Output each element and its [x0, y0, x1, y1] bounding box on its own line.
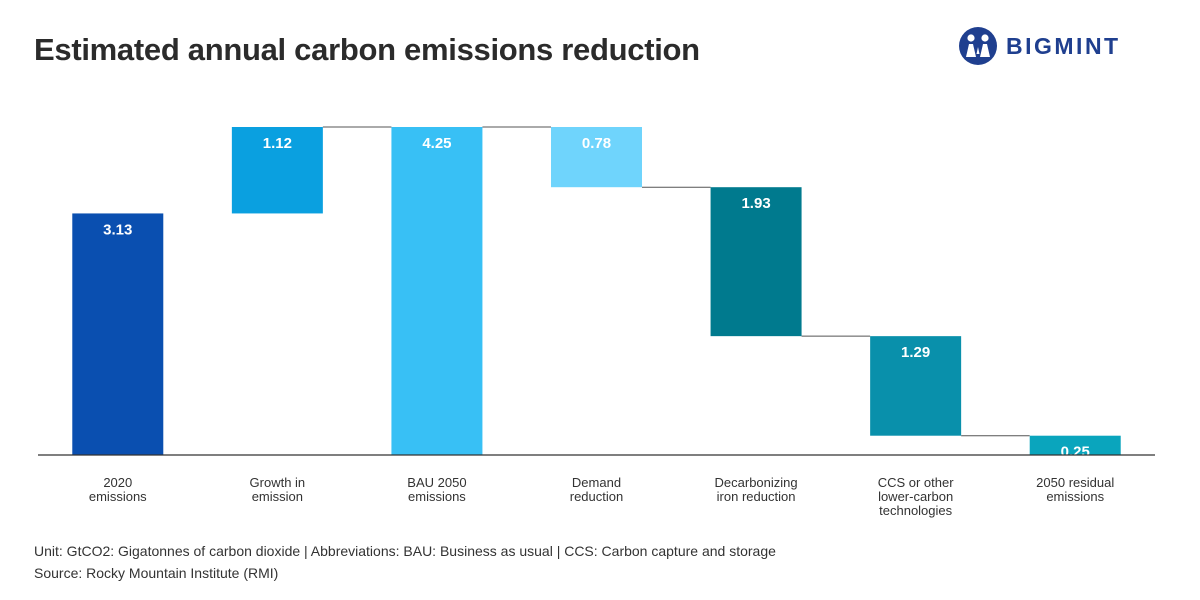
- brand-logo: BIGMINT: [958, 24, 1121, 68]
- bar: [710, 187, 802, 337]
- category-label: Demand reduction: [570, 475, 623, 504]
- data-label: 1.12: [263, 135, 292, 152]
- category-label: Decarbonizing iron reduction: [715, 475, 798, 504]
- data-label: 1.93: [741, 195, 770, 212]
- bar: [391, 127, 483, 455]
- bar: [72, 213, 164, 455]
- brand-name: BIGMINT: [1006, 32, 1121, 59]
- data-label: 0.78: [582, 135, 611, 152]
- data-label: 3.13: [103, 221, 132, 238]
- bar: [1029, 435, 1121, 455]
- category-label: 2050 residual emissions: [1036, 475, 1114, 504]
- category-label: Growth in emission: [250, 475, 306, 504]
- category-label: BAU 2050 emissions: [407, 475, 466, 504]
- source-note: Source: Rocky Mountain Institute (RMI): [34, 565, 279, 581]
- unit-note: Unit: GtCO2: Gigatonnes of carbon dioxid…: [34, 543, 776, 559]
- category-label: 2020 emissions: [89, 475, 147, 504]
- bar: [870, 336, 962, 436]
- bigmint-people-logo-icon: [959, 27, 997, 65]
- data-label: 1.29: [901, 344, 930, 361]
- data-label: 4.25: [422, 135, 451, 152]
- chart-title: Estimated annual carbon emissions reduct…: [34, 32, 700, 67]
- data-label: 0.25: [1061, 444, 1090, 461]
- category-label: CCS or other lower-carbon technologies: [878, 475, 955, 518]
- bar: [551, 127, 642, 188]
- bar: [231, 127, 323, 214]
